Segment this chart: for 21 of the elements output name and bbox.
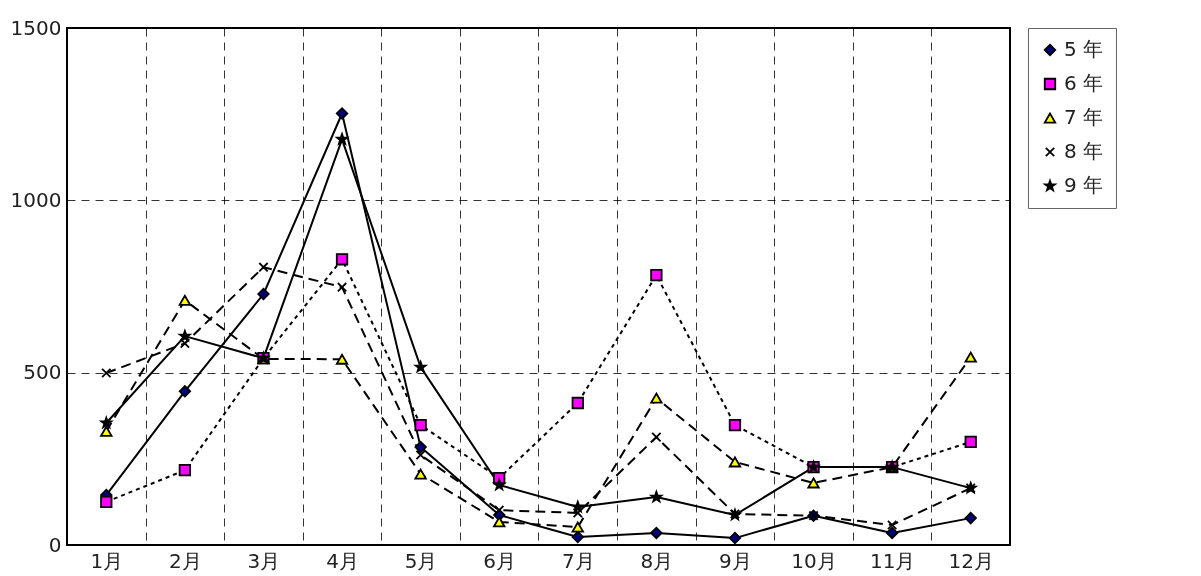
- x-tick-label: 10月: [791, 548, 837, 573]
- x-tick-label: 6月: [483, 548, 517, 573]
- legend-label: 9 年: [1064, 173, 1104, 197]
- legend-label: 8 年: [1064, 139, 1104, 163]
- x-tick-label: 4月: [326, 548, 359, 573]
- y-tick-label: 1500: [10, 15, 62, 40]
- y-tick-label: 1000: [10, 187, 62, 212]
- x-tick-label: 12月: [948, 548, 994, 573]
- x-tick-label: 9月: [719, 548, 752, 573]
- legend-label: 6 年: [1064, 71, 1104, 95]
- x-tick-label: 3月: [247, 548, 281, 573]
- x-tick-label: 8月: [640, 548, 674, 573]
- legend-label: 5 年: [1064, 37, 1104, 61]
- x-tick-label: 2月: [169, 548, 202, 573]
- x-tick-label: 1月: [90, 548, 124, 573]
- y-tick-label: 500: [23, 360, 62, 385]
- x-tick-label: 11月: [869, 548, 916, 573]
- x-tick-label: 7月: [561, 548, 595, 573]
- y-tick-label: 0: [48, 532, 62, 557]
- x-tick-label: 5月: [404, 548, 438, 573]
- legend-label: 7 年: [1064, 105, 1104, 129]
